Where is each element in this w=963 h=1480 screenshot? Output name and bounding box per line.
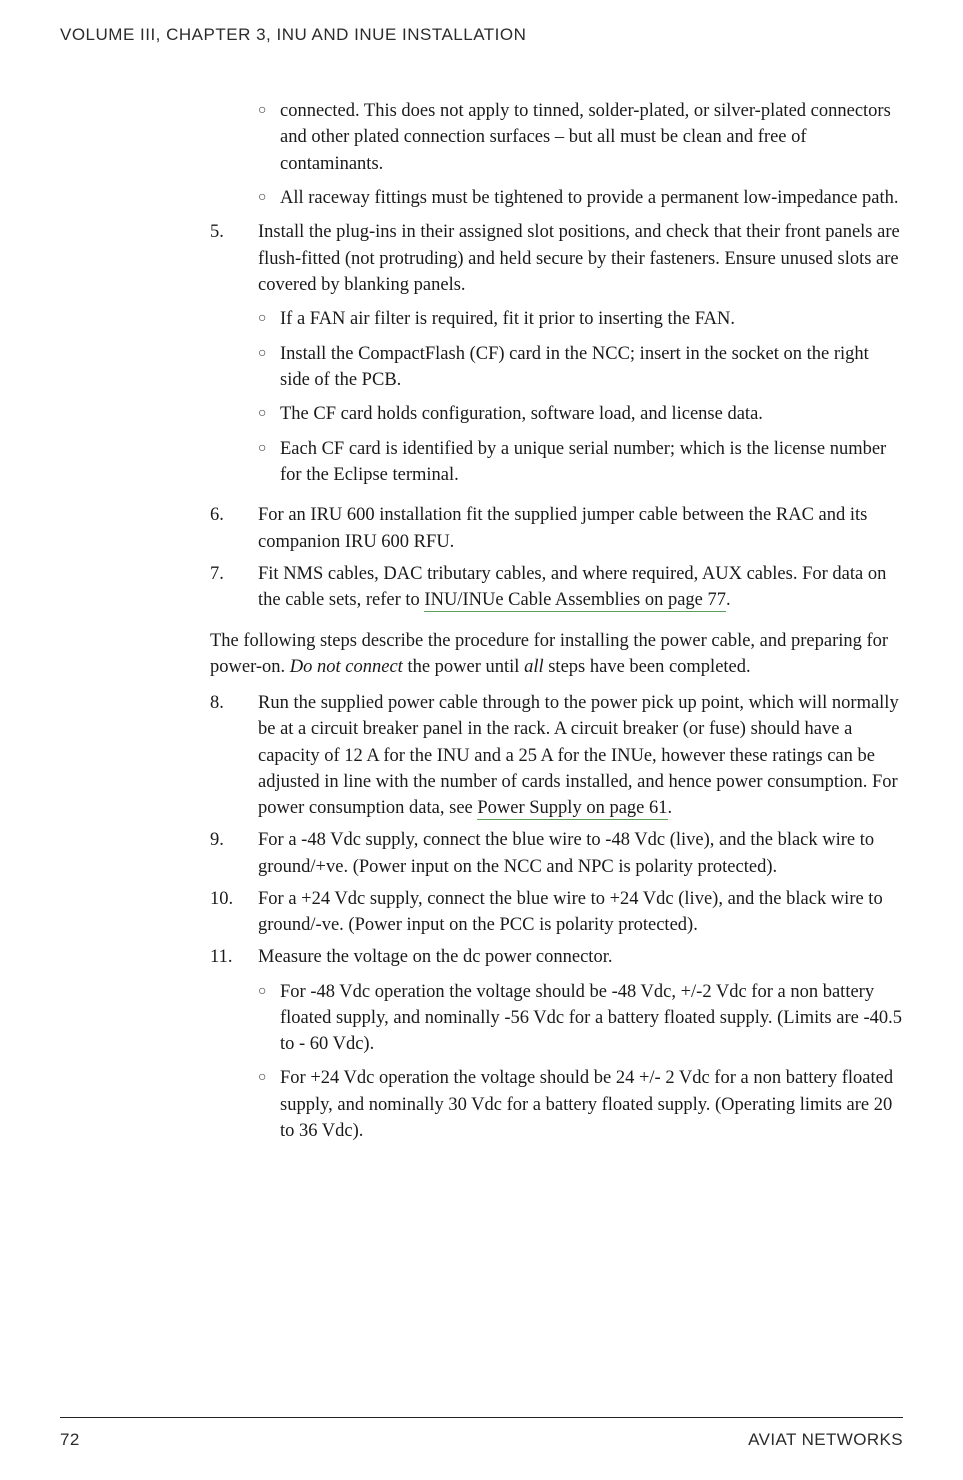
sub-item: ○ The CF card holds configuration, softw… — [258, 401, 903, 428]
list-number: 11. — [210, 944, 258, 1152]
paragraph-text: steps have been completed. — [544, 657, 751, 677]
footer-brand: AVIAT NETWORKS — [748, 1430, 903, 1450]
sub-item-text: connected. This does not apply to tinned… — [280, 98, 903, 177]
list-number: 5. — [210, 219, 258, 496]
sub-item-text: For -48 Vdc operation the voltage should… — [280, 979, 903, 1058]
sub-item: ○ For +24 Vdc operation the voltage shou… — [258, 1065, 903, 1144]
list-item: 11. Measure the voltage on the dc power … — [210, 944, 903, 1152]
emphasis: Do not connect — [290, 657, 403, 677]
bullet-icon: ○ — [258, 306, 280, 333]
list-item-body: Run the supplied power cable through to … — [258, 690, 903, 821]
list-item-text: For a -48 Vdc supply, connect the blue w… — [258, 827, 903, 880]
sub-list: ○ For -48 Vdc operation the voltage shou… — [258, 979, 903, 1145]
sub-item: ○ Install the CompactFlash (CF) card in … — [258, 341, 903, 394]
list-item: 8. Run the supplied power cable through … — [210, 690, 903, 821]
list-item-text: For an IRU 600 installation fit the supp… — [258, 502, 903, 555]
list-item-text: . — [668, 798, 673, 818]
bullet-icon: ○ — [258, 98, 280, 177]
list-item: 9. For a -48 Vdc supply, connect the blu… — [210, 827, 903, 880]
list-item: 10. For a +24 Vdc supply, connect the bl… — [210, 886, 903, 939]
list-item-body: Install the plug-ins in their assigned s… — [258, 219, 903, 496]
list-number: 6. — [210, 502, 258, 555]
list-number: 10. — [210, 886, 258, 939]
page-number: 72 — [60, 1430, 80, 1450]
bullet-icon: ○ — [258, 341, 280, 394]
ordered-list: 8. Run the supplied power cable through … — [210, 690, 903, 1152]
xref-link-power-supply[interactable]: Power Supply on page 61 — [477, 798, 667, 820]
page-header: VOLUME III, CHAPTER 3, INU AND INUE INST… — [60, 25, 903, 45]
sub-item: ○ If a FAN air filter is required, fit i… — [258, 306, 903, 333]
paragraph: The following steps describe the procedu… — [210, 628, 903, 681]
sub-item: ○ For -48 Vdc operation the voltage shou… — [258, 979, 903, 1058]
sub-item: ○ connected. This does not apply to tinn… — [258, 98, 903, 177]
paragraph-text: the power until — [403, 657, 524, 677]
bullet-icon: ○ — [258, 401, 280, 428]
sub-item-text: Each CF card is identified by a unique s… — [280, 436, 903, 489]
list-item-text: Measure the voltage on the dc power conn… — [258, 947, 612, 967]
list-item-text: Install the plug-ins in their assigned s… — [258, 222, 900, 295]
bullet-icon: ○ — [258, 1065, 280, 1144]
sub-item-text: The CF card holds configuration, softwar… — [280, 401, 903, 428]
document-page: VOLUME III, CHAPTER 3, INU AND INUE INST… — [0, 0, 963, 1480]
bullet-icon: ○ — [258, 185, 280, 212]
bullet-icon: ○ — [258, 979, 280, 1058]
list-item-text: For a +24 Vdc supply, connect the blue w… — [258, 886, 903, 939]
list-number: 8. — [210, 690, 258, 821]
list-item-body: Fit NMS cables, DAC tributary cables, an… — [258, 561, 903, 614]
sub-item: ○ Each CF card is identified by a unique… — [258, 436, 903, 489]
list-item: 5. Install the plug-ins in their assigne… — [210, 219, 903, 496]
sub-item-text: Install the CompactFlash (CF) card in th… — [280, 341, 903, 394]
emphasis: all — [524, 657, 544, 677]
bullet-icon: ○ — [258, 436, 280, 489]
page-content: ○ connected. This does not apply to tinn… — [210, 90, 903, 1377]
sub-item-text: All raceway fittings must be tightened t… — [280, 185, 903, 212]
page-footer: 72 AVIAT NETWORKS — [60, 1417, 903, 1450]
list-item: 7. Fit NMS cables, DAC tributary cables,… — [210, 561, 903, 614]
ordered-list: 5. Install the plug-ins in their assigne… — [210, 219, 903, 613]
sub-list: ○ If a FAN air filter is required, fit i… — [258, 306, 903, 488]
list-item: 6. For an IRU 600 installation fit the s… — [210, 502, 903, 555]
list-number: 7. — [210, 561, 258, 614]
sub-list: ○ connected. This does not apply to tinn… — [258, 98, 903, 211]
list-item-text: . — [726, 590, 731, 610]
sub-item: ○ All raceway fittings must be tightened… — [258, 185, 903, 212]
list-number: 9. — [210, 827, 258, 880]
xref-link-cable-assemblies[interactable]: INU/INUe Cable Assemblies on page 77 — [424, 590, 726, 612]
sub-item-text: For +24 Vdc operation the voltage should… — [280, 1065, 903, 1144]
list-item-body: Measure the voltage on the dc power conn… — [258, 944, 903, 1152]
sub-item-text: If a FAN air filter is required, fit it … — [280, 306, 903, 333]
